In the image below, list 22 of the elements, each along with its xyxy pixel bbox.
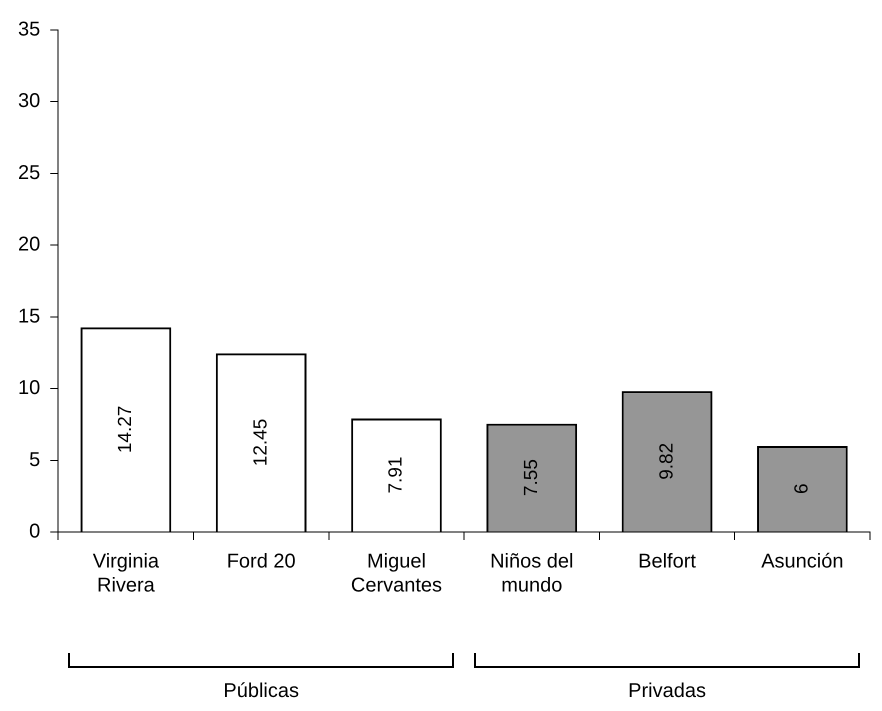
x-tick-label: Belfort <box>638 550 696 573</box>
y-tick-label: 25 <box>18 162 40 184</box>
y-tick-label: 30 <box>18 90 40 112</box>
text: Públicas <box>222 680 300 703</box>
x-tick-label: Niños del mundo <box>490 550 574 597</box>
y-tick-label: 20 <box>18 234 40 256</box>
data-label: 7.91 <box>386 456 407 494</box>
data-label: 9.82 <box>656 442 678 480</box>
x-tick-label: Ford 20 <box>226 550 296 573</box>
data-label: 6 <box>792 483 813 494</box>
x-tick-label: Virginia Rivera <box>92 550 160 597</box>
y-tick-label: 15 <box>18 305 40 328</box>
y-tick-label: 10 <box>18 377 40 400</box>
y-tick-label: 35 <box>18 18 40 41</box>
x-tick-label: Asunción <box>761 550 844 573</box>
data-label: 14.27 <box>115 406 136 454</box>
data-label: 12.45 <box>250 418 272 466</box>
y-tick-label: 0 <box>29 520 40 543</box>
text: Privadas <box>627 680 707 703</box>
data-label: 7.55 <box>521 459 542 496</box>
y-tick-label: 5 <box>29 448 40 471</box>
x-tick-label: Miguel Cervantes <box>350 550 442 597</box>
